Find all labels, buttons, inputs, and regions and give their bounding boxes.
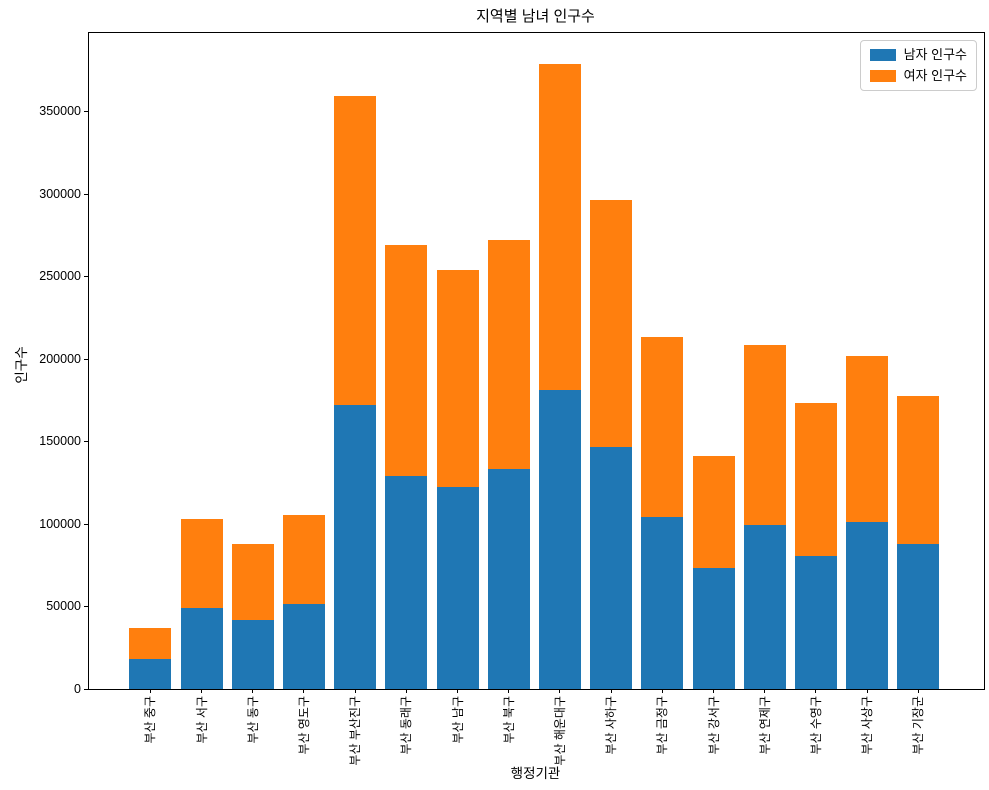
bar-male-segment <box>282 604 325 689</box>
bar-male-segment <box>590 447 633 689</box>
x-tick-label: 부산 기장군 <box>911 696 926 755</box>
x-tick-mark <box>917 689 919 693</box>
bar-male-segment <box>436 486 479 689</box>
x-tick-mark <box>713 689 714 693</box>
y-tick-mark <box>84 111 88 113</box>
plot-area: 남자 인구수 여자 인구수 0 50000 100000 150000 200000 25… <box>39 32 985 766</box>
y-tick-mark <box>84 193 88 195</box>
bar-female-segment <box>385 244 428 477</box>
y-tick-mark <box>84 358 88 360</box>
x-tick-mark <box>252 689 254 693</box>
bar-male-segment <box>334 405 377 689</box>
bar-male-segment <box>692 567 735 689</box>
x-axis-label: 행정기관 <box>510 766 561 781</box>
x-tick-label: 부산 연제구 <box>757 696 772 755</box>
x-tick-mark <box>815 689 817 693</box>
bar-male-segment <box>641 516 684 689</box>
x-tick-mark <box>354 689 356 693</box>
bar-male-segment <box>231 620 274 689</box>
y-tick-mark <box>84 276 88 278</box>
x-tick-label: 부산 부산진구 <box>348 696 363 766</box>
x-tick-mark <box>661 689 663 693</box>
y-tick-label: 300000 <box>39 186 81 201</box>
chart-title: 지역별 남녀 인구수 <box>476 8 595 25</box>
x-tick-label: 부산 중구 <box>143 696 158 744</box>
y-tick-label: 100000 <box>39 516 81 531</box>
bar-female-segment <box>641 336 684 517</box>
x-tick-label: 부산 동구 <box>245 696 260 744</box>
y-tick-label: 150000 <box>39 434 81 449</box>
legend-label-female: 여자 인구수 <box>903 68 967 83</box>
bar-female-segment <box>846 355 889 522</box>
x-tick-label: 부산 서구 <box>194 696 209 744</box>
bar-female-segment <box>794 403 837 556</box>
x-tick-label: 부산 동래구 <box>399 696 414 755</box>
x-tick-mark <box>457 689 458 693</box>
bar-female-segment <box>282 514 325 605</box>
x-tick-label: 부산 영도구 <box>296 696 311 755</box>
legend-label-male: 남자 인구수 <box>903 47 967 62</box>
legend: 남자 인구수 여자 인구수 <box>859 40 977 91</box>
x-tick-mark <box>764 689 766 693</box>
bar-male-segment <box>743 525 786 689</box>
x-tick-mark <box>559 689 561 693</box>
y-tick-label: 50000 <box>46 599 81 614</box>
x-tick-label: 부산 북구 <box>501 696 516 744</box>
x-tick-mark <box>405 689 407 693</box>
y-tick-mark <box>84 523 88 525</box>
legend-item-male: 남자 인구수 <box>869 47 967 62</box>
x-tick-mark <box>201 689 202 693</box>
x-tick-mark <box>303 689 305 693</box>
y-tick-mark <box>84 606 88 608</box>
x-tick-mark <box>866 689 868 693</box>
bar-female-segment <box>487 239 530 469</box>
bar-male-segment <box>487 468 530 689</box>
bar-male-segment <box>538 390 581 689</box>
y-tick-mark <box>84 441 88 443</box>
bar-female-segment <box>180 519 223 608</box>
bar-female-segment <box>692 455 735 568</box>
x-tick-mark <box>508 689 510 693</box>
y-tick-label: 350000 <box>39 104 81 119</box>
bar-female-segment <box>231 544 274 621</box>
x-tick-mark <box>149 689 151 693</box>
bar-male-segment <box>897 543 940 689</box>
bar-female-segment <box>334 96 377 406</box>
x-tick-label: 부산 남구 <box>450 696 465 744</box>
bar-female-segment <box>590 200 633 448</box>
y-tick-label: 250000 <box>39 269 81 284</box>
female-series-swatch <box>869 70 896 82</box>
x-tick-label: 부산 사하구 <box>604 696 619 755</box>
male-series-swatch <box>869 49 896 61</box>
y-tick-label: 0 <box>74 681 81 696</box>
bar-male-segment <box>129 658 172 689</box>
x-tick-label: 부산 사상구 <box>860 696 875 755</box>
bar-female-segment <box>129 627 172 659</box>
bar-male-segment <box>385 476 428 689</box>
bar-female-segment <box>897 396 940 544</box>
y-tick-mark <box>84 688 88 690</box>
y-tick-label: 200000 <box>39 351 81 366</box>
bar-male-segment <box>794 555 837 689</box>
x-tick-label: 부산 해운대구 <box>552 696 567 766</box>
bar-female-segment <box>538 64 581 391</box>
bar-male-segment <box>846 521 889 689</box>
x-tick-label: 부산 금정구 <box>655 696 670 755</box>
legend-item-female: 여자 인구수 <box>869 68 967 83</box>
bar-female-segment <box>743 344 786 526</box>
x-tick-label: 부산 수영구 <box>808 696 823 755</box>
bar-female-segment <box>436 270 479 487</box>
x-tick-mark <box>610 689 612 693</box>
x-tick-label: 부산 강서구 <box>706 696 721 755</box>
bar-male-segment <box>180 607 223 689</box>
